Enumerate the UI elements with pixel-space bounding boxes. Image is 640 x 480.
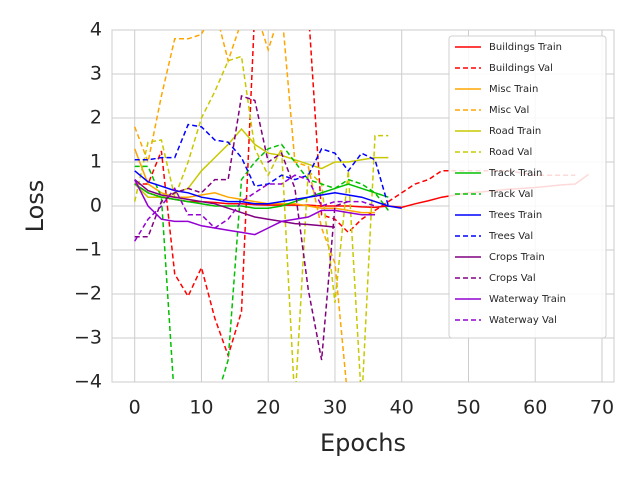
x-tick-label: 30: [323, 397, 347, 419]
y-tick-label: 3: [90, 63, 102, 85]
legend-label: Waterway Train: [489, 294, 566, 305]
legend-label: Misc Val: [489, 105, 529, 116]
y-tick-label: −1: [74, 239, 102, 261]
y-tick-label: 1: [90, 151, 102, 173]
legend-label: Track Val: [488, 189, 533, 200]
series-line: [133, 30, 347, 382]
y-axis-label: Loss: [21, 180, 49, 233]
legend: Buildings Train Buildings Val Misc Train Mi…: [448, 35, 607, 339]
series-line: [134, 95, 349, 361]
x-axis-label: Epochs: [320, 429, 406, 457]
x-tick-label: 20: [256, 397, 280, 419]
legend-label: Waterway Val: [489, 315, 557, 326]
x-tick-label: 40: [390, 397, 414, 419]
legend-label: Buildings Train: [489, 42, 562, 53]
series-line: [134, 170, 402, 209]
series-line: [134, 183, 389, 209]
x-tick-label: 50: [456, 397, 480, 419]
legend-label: Road Train: [489, 126, 541, 137]
series-line: [134, 143, 389, 382]
x-tick-label: 0: [129, 397, 141, 419]
legend-label: Crops Train: [489, 252, 545, 263]
series-line: [134, 174, 376, 242]
y-tick-label: −3: [74, 327, 102, 349]
x-tick-label: 10: [189, 397, 213, 419]
x-tick-label: 70: [590, 397, 614, 419]
legend-label: Crops Val: [489, 273, 536, 284]
series-line: [134, 179, 376, 236]
legend-label: Misc Train: [489, 84, 538, 95]
y-tick-label: −2: [74, 283, 102, 305]
legend-label: Trees Train: [488, 210, 542, 221]
x-tick-label: 60: [523, 397, 547, 419]
y-tick-label: −4: [74, 371, 102, 393]
y-tick-label: 0: [90, 195, 102, 217]
legend-box: [448, 35, 607, 339]
y-tick-label: 2: [90, 107, 102, 129]
legend-label: Buildings Val: [489, 63, 553, 74]
series-line: [134, 123, 390, 207]
legend-label: Track Train: [488, 168, 542, 179]
legend-label: Road Val: [489, 147, 532, 158]
y-tick-label: 4: [90, 19, 102, 41]
legend-label: Trees Val: [488, 231, 533, 242]
